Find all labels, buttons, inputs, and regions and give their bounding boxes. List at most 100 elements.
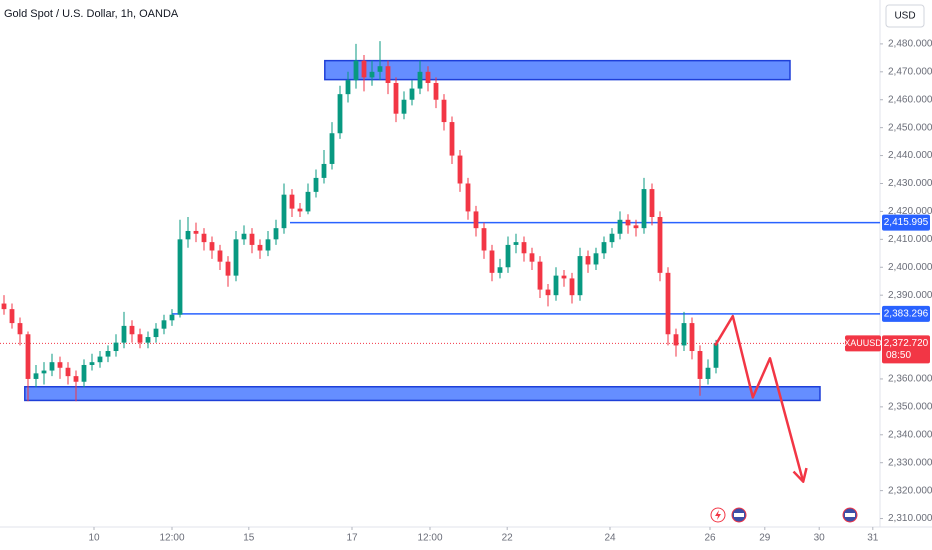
y-tick-label: 2,470.000 (888, 66, 932, 77)
y-tick-label: 2,440.000 (888, 150, 932, 161)
candle-body (289, 194, 295, 209)
y-tick-label: 2,420.000 (888, 206, 932, 217)
y-tick-label: 2,450.000 (888, 122, 932, 133)
candle-body (57, 362, 63, 368)
y-tick-label: 2,340.000 (888, 429, 932, 440)
candle-body (465, 183, 471, 212)
candle-body (681, 323, 687, 346)
candle-body (313, 177, 319, 192)
x-tick-label: 15 (243, 533, 255, 544)
candle-body (617, 219, 623, 234)
candle-body (329, 133, 335, 164)
currency-label[interactable]: USD (894, 11, 915, 22)
candle-body (89, 362, 95, 365)
candle-body (505, 244, 511, 268)
candle-body (65, 367, 71, 377)
candle-body (385, 66, 391, 83)
candle-body (433, 82, 439, 100)
candle-body (569, 278, 575, 296)
candle-body (713, 343, 719, 368)
candle-body (1, 303, 7, 310)
y-tick-label: 2,480.000 (888, 39, 932, 50)
level-price-tag (882, 214, 930, 231)
candle-body (185, 230, 191, 240)
x-tick-label: 29 (759, 533, 771, 544)
candle-body (417, 71, 423, 89)
y-tick-label: 2,460.000 (888, 94, 932, 105)
candle-body (9, 309, 15, 324)
candle-body (345, 80, 351, 95)
x-tick-label: 24 (604, 533, 616, 544)
candle-body (393, 82, 399, 114)
x-tick-label: 12:00 (159, 533, 184, 544)
symbol-label: XAUUSD (844, 338, 882, 348)
candle-body (657, 216, 663, 273)
x-tick-label: 22 (502, 533, 514, 544)
candle-body (529, 253, 535, 262)
currency-button[interactable] (885, 4, 925, 28)
candle-body (49, 362, 55, 371)
candle-body (473, 211, 479, 229)
candle-body (409, 88, 415, 100)
x-tick-label: 17 (346, 533, 358, 544)
current-price-label: 2,372.720 (884, 338, 929, 349)
candle-body (369, 71, 375, 78)
level-price-label: 2,415.995 (884, 217, 929, 228)
candle-body (601, 242, 607, 254)
chart-title: Gold Spot / U.S. Dollar, 1h, OANDA (4, 8, 179, 20)
candle-body (265, 239, 271, 251)
candle-body (609, 233, 615, 243)
candle-body (257, 244, 263, 251)
candle-body (73, 376, 79, 382)
x-tick-label: 26 (704, 533, 716, 544)
candle-body (241, 233, 247, 240)
candle-body (561, 275, 567, 279)
candle-body (233, 239, 239, 276)
x-tick-label: 31 (867, 533, 879, 544)
projection-path (714, 314, 805, 483)
candle-body (665, 272, 671, 335)
candle-body (193, 230, 199, 234)
candle-body (137, 334, 143, 343)
candle-body (625, 219, 631, 226)
candle-body (25, 334, 31, 379)
candle-body (449, 122, 455, 156)
candle-body (545, 289, 551, 296)
candle-body (489, 250, 495, 273)
candle-body (553, 275, 559, 296)
countdown-label: 08:50 (886, 350, 911, 361)
candle-body (697, 351, 703, 379)
candle-body (497, 267, 503, 273)
candle-body (41, 370, 47, 374)
candle-body (649, 189, 655, 217)
candle-body (17, 323, 23, 335)
candle-body (705, 367, 711, 379)
level-price-label: 2,383.296 (884, 309, 929, 320)
candle-body (441, 99, 447, 123)
candle-body (481, 228, 487, 251)
y-tick-label: 2,310.000 (888, 513, 932, 524)
candle-body (377, 66, 383, 72)
candle-body (169, 314, 175, 321)
candle-body (81, 364, 87, 382)
candle-body (201, 233, 207, 243)
candle-body (353, 60, 359, 81)
candle-body (401, 99, 407, 114)
candle-body (161, 320, 167, 329)
event-icons (710, 507, 858, 523)
y-tick-label: 2,400.000 (888, 262, 932, 273)
candle-body (585, 256, 591, 265)
candle-body (337, 94, 343, 134)
candle-body (321, 163, 327, 178)
x-tick-label: 12:00 (417, 533, 442, 544)
current-price-tag (882, 335, 930, 364)
candle-body (129, 325, 135, 335)
x-tick-label: 10 (88, 533, 100, 544)
y-tick-label: 2,390.000 (888, 290, 932, 301)
event-icon-glyph (734, 513, 744, 517)
candle-body (33, 373, 39, 379)
candle-body (537, 261, 543, 290)
x-tick-label: 30 (814, 533, 826, 544)
candle-body (361, 60, 367, 78)
